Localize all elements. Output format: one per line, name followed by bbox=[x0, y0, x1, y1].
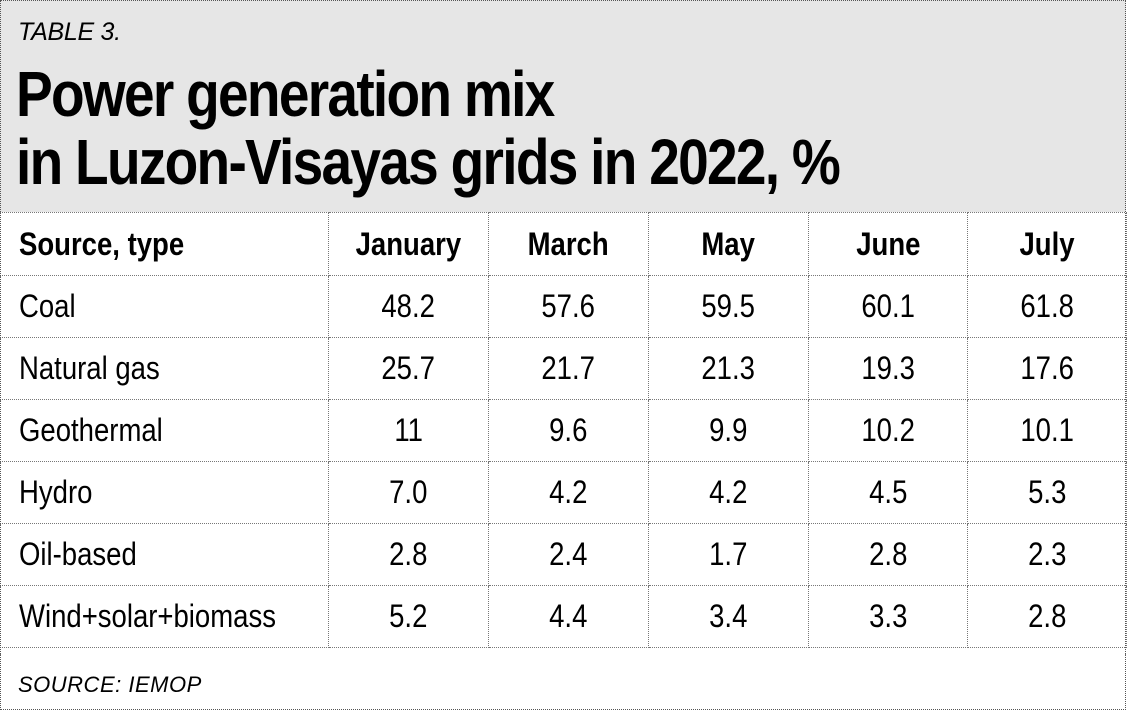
row-label: Oil-based bbox=[0, 523, 329, 586]
table-row: Oil-based 2.8 2.4 1.7 2.8 2.3 bbox=[0, 523, 1127, 586]
table-cell: 4.2 bbox=[488, 461, 649, 524]
row-label: Natural gas bbox=[0, 337, 329, 400]
column-header: January bbox=[328, 212, 489, 276]
table-cell: 5.3 bbox=[967, 461, 1127, 524]
row-label: Geothermal bbox=[0, 399, 329, 462]
table-cell: 57.6 bbox=[488, 275, 649, 338]
column-header: June bbox=[808, 212, 968, 276]
table-cell: 21.7 bbox=[488, 337, 649, 400]
table-cell: 11 bbox=[328, 399, 489, 462]
table-cell: 59.5 bbox=[648, 275, 809, 338]
table-cell: 17.6 bbox=[967, 337, 1127, 400]
table-cell: 3.4 bbox=[648, 585, 809, 648]
table-cell: 21.3 bbox=[648, 337, 809, 400]
title-line-2: in Luzon-Visayas grids in 2022, % bbox=[16, 126, 841, 198]
table-cell: 9.6 bbox=[488, 399, 649, 462]
table-cell: 10.1 bbox=[967, 399, 1127, 462]
table-cell: 4.4 bbox=[488, 585, 649, 648]
table-cell: 9.9 bbox=[648, 399, 809, 462]
table-row: Wind+solar+biomass 5.2 4.4 3.4 3.3 2.8 bbox=[0, 585, 1127, 648]
table-title: Power generation mix in Luzon-Visayas gr… bbox=[16, 58, 841, 198]
row-label: Coal bbox=[0, 275, 329, 338]
table-cell: 2.8 bbox=[808, 523, 968, 586]
table-row: Coal 48.2 57.6 59.5 60.1 61.8 bbox=[0, 275, 1127, 338]
table-cell: 2.8 bbox=[967, 585, 1127, 648]
row-label: Hydro bbox=[0, 461, 329, 524]
table-cell: 19.3 bbox=[808, 337, 968, 400]
column-header: May bbox=[648, 212, 809, 276]
title-line-1: Power generation mix bbox=[16, 58, 555, 130]
table-cell: 4.2 bbox=[648, 461, 809, 524]
table-cell: 2.8 bbox=[328, 523, 489, 586]
table-cell: 2.3 bbox=[967, 523, 1127, 586]
table-row: Geothermal 11 9.6 9.9 10.2 10.1 bbox=[0, 399, 1127, 462]
table-row: Hydro 7.0 4.2 4.2 4.5 5.3 bbox=[0, 461, 1127, 524]
table-label: TABLE 3. bbox=[18, 18, 121, 46]
table-cell: 61.8 bbox=[967, 275, 1127, 338]
table-cell: 60.1 bbox=[808, 275, 968, 338]
row-label: Wind+solar+biomass bbox=[0, 585, 329, 648]
table-cell: 4.5 bbox=[808, 461, 968, 524]
generation-mix-table: Source, type January March May June July… bbox=[0, 212, 1127, 648]
table-row: Natural gas 25.7 21.7 21.3 19.3 17.6 bbox=[0, 337, 1127, 400]
column-header: March bbox=[488, 212, 649, 276]
table-cell: 3.3 bbox=[808, 585, 968, 648]
table-cell: 5.2 bbox=[328, 585, 489, 648]
source-note: SOURCE: IEMOP bbox=[18, 672, 202, 697]
header-row: Source, type January March May June July bbox=[0, 212, 1127, 276]
table-cell: 1.7 bbox=[648, 523, 809, 586]
table-header: TABLE 3. Power generation mix in Luzon-V… bbox=[0, 0, 1126, 212]
table-cell: 2.4 bbox=[488, 523, 649, 586]
